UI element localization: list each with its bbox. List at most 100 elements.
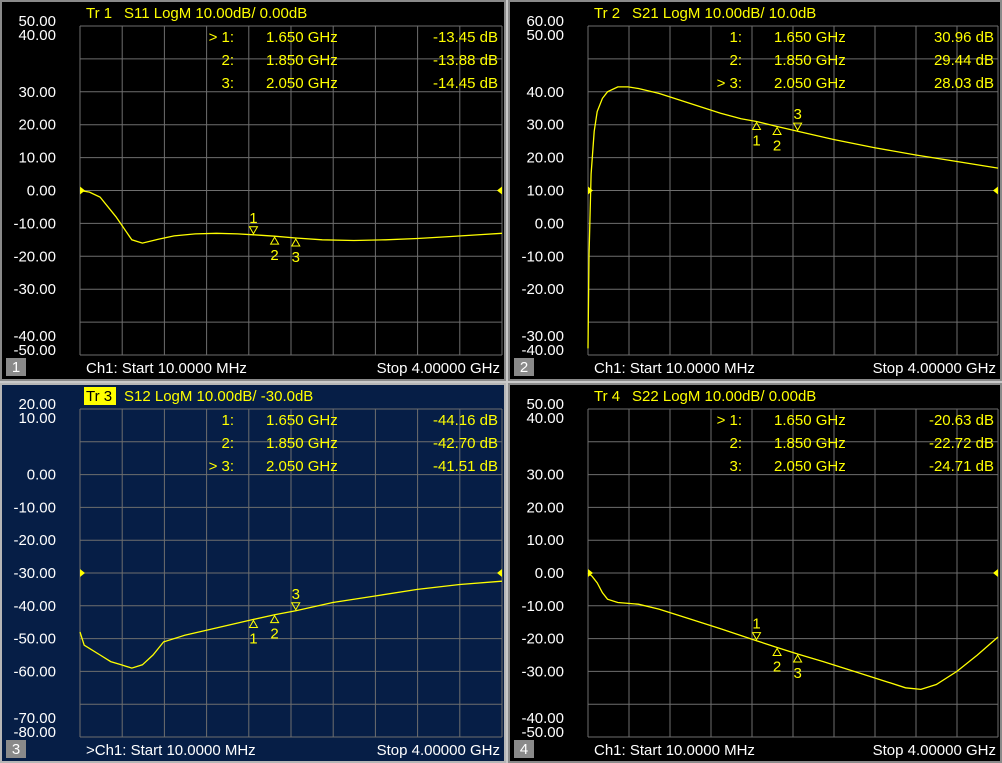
marker-table-index: 2: xyxy=(729,52,742,69)
marker-triangle xyxy=(772,126,782,136)
marker-triangle xyxy=(269,614,280,624)
trace-line xyxy=(587,86,999,349)
trace-line xyxy=(587,572,999,691)
grid xyxy=(587,408,999,738)
marker-triangle xyxy=(248,619,259,628)
marker-table-value: -22.72 dB xyxy=(929,435,994,452)
y-tick-label: -20.00 xyxy=(521,631,564,648)
y-tick-label: -20.00 xyxy=(13,532,56,549)
marker-table-frequency: 1.850 GHz xyxy=(774,435,846,452)
marker-triangle xyxy=(751,121,762,131)
marker-table-value: -42.70 dB xyxy=(433,435,498,452)
marker-table-frequency: 2.050 GHz xyxy=(774,75,846,92)
sweep-stop-label: Stop 4.00000 GHz xyxy=(873,360,996,377)
reference-arrow-right xyxy=(497,569,502,577)
reference-arrow-right xyxy=(993,186,998,195)
y-tick-label: 0.00 xyxy=(535,215,564,232)
marker-table-value: -41.51 dB xyxy=(433,458,498,475)
marker-triangle xyxy=(772,647,782,657)
y-tick-label: -30.00 xyxy=(13,565,56,582)
marker-number-label: 1 xyxy=(752,616,760,633)
y-tick-label: 50.00 xyxy=(18,13,56,30)
y-tick-label: -20.00 xyxy=(521,281,564,298)
marker-table-value: -14.45 dB xyxy=(433,75,498,92)
marker-table-frequency: 1.850 GHz xyxy=(266,435,338,452)
trace-label: Tr 4 xyxy=(594,388,620,405)
trace-panel-2[interactable]: 60.00 50.00 40.00 30.00 20.00 10.00 0.00 -10.00… xyxy=(508,0,1002,381)
marker-triangle xyxy=(269,236,280,245)
panel-index-box xyxy=(514,740,534,758)
panel-index-number: 2 xyxy=(520,359,528,376)
marker-table-index: > 1: xyxy=(209,29,234,46)
marker-triangle xyxy=(290,602,301,611)
y-tick-label: 50.00 xyxy=(526,27,564,44)
trace-label: Tr 1 xyxy=(86,5,112,22)
marker-table-value: -44.16 dB xyxy=(433,412,498,429)
marker-number-label: 1 xyxy=(752,133,760,150)
marker-triangle xyxy=(792,122,803,132)
y-tick-label: -50.00 xyxy=(13,342,56,359)
y-tick-label: -40.00 xyxy=(521,710,564,727)
grid xyxy=(79,408,503,738)
reference-arrow-right xyxy=(497,186,502,195)
marker-triangle xyxy=(792,654,803,663)
marker-number-label: 2 xyxy=(773,659,781,676)
marker-table-frequency: 2.050 GHz xyxy=(266,458,338,475)
trace-panel-3[interactable]: 20.00 10.00 0.00 -10.00 -20.00 -30.00 -40.00 -5… xyxy=(0,383,506,763)
marker-number-label: 2 xyxy=(270,247,278,264)
y-tick-label: 30.00 xyxy=(526,467,564,484)
marker-triangle xyxy=(751,632,762,641)
marker-table-value: 29.44 dB xyxy=(934,52,994,69)
y-tick-label: -30.00 xyxy=(13,281,56,298)
y-tick-label: 20.00 xyxy=(18,396,56,413)
y-tick-label: 20.00 xyxy=(18,117,56,134)
marker-table-index: 1: xyxy=(221,412,234,429)
trace-label: Tr 2 xyxy=(594,5,620,22)
marker-number-label: 3 xyxy=(793,106,801,123)
marker-number-label: 3 xyxy=(292,249,300,266)
grid xyxy=(79,25,503,356)
panel-index-box xyxy=(514,358,534,376)
marker-table-frequency: 1.650 GHz xyxy=(774,412,846,429)
marker-number-label: 1 xyxy=(249,210,257,227)
y-tick-label: 60.00 xyxy=(526,13,564,30)
marker-number-label: 3 xyxy=(292,586,300,603)
trace-title: S11 LogM 10.00dB/ 0.00dB xyxy=(124,5,307,22)
marker-table-value: -20.63 dB xyxy=(929,412,994,429)
sweep-stop-label: Stop 4.00000 GHz xyxy=(873,742,996,759)
marker-table-value: 30.96 dB xyxy=(934,29,994,46)
y-tick-label: 40.00 xyxy=(526,84,564,101)
y-tick-label: 0.00 xyxy=(27,467,56,484)
y-tick-label: 0.00 xyxy=(535,565,564,582)
trace-title: S22 LogM 10.00dB/ 0.00dB xyxy=(632,388,816,405)
y-tick-label: 0.00 xyxy=(27,183,56,200)
marker-table-frequency: 1.650 GHz xyxy=(774,29,846,46)
y-tick-label: 20.00 xyxy=(526,499,564,516)
panel-index-number: 3 xyxy=(12,741,20,758)
marker-table-frequency: 1.650 GHz xyxy=(266,412,338,429)
y-tick-label: -10.00 xyxy=(521,248,564,265)
y-tick-label: -40.00 xyxy=(13,598,56,615)
y-tick-label: -20.00 xyxy=(13,248,56,265)
panel-index-number: 1 xyxy=(12,359,20,376)
marker-triangle xyxy=(290,238,301,247)
y-tick-label: 10.00 xyxy=(526,183,564,200)
marker-table-index: > 3: xyxy=(209,458,234,475)
trace-panel-1[interactable]: 50.00 40.00 30.00 20.00 10.00 0.00 -10.00 -20.0… xyxy=(0,0,506,381)
marker-table-frequency: 1.850 GHz xyxy=(774,52,846,69)
y-tick-label: 10.00 xyxy=(18,150,56,167)
marker-triangle xyxy=(248,226,259,235)
sweep-stop-label: Stop 4.00000 GHz xyxy=(377,742,500,759)
marker-table-frequency: 2.050 GHz xyxy=(266,75,338,92)
trace-panel-4[interactable]: 50.00 40.00 30.00 20.00 10.00 0.00 -10.00 -20.0… xyxy=(508,383,1002,763)
sweep-start-label: Ch1: Start 10.0000 MHz xyxy=(594,742,755,759)
y-tick-label: -40.00 xyxy=(13,328,56,345)
marker-table-frequency: 1.650 GHz xyxy=(266,29,338,46)
y-tick-label: -10.00 xyxy=(13,215,56,232)
marker-table-value: -13.45 dB xyxy=(433,29,498,46)
marker-table-index: 2: xyxy=(221,52,234,69)
marker-table-index: 3: xyxy=(221,75,234,92)
